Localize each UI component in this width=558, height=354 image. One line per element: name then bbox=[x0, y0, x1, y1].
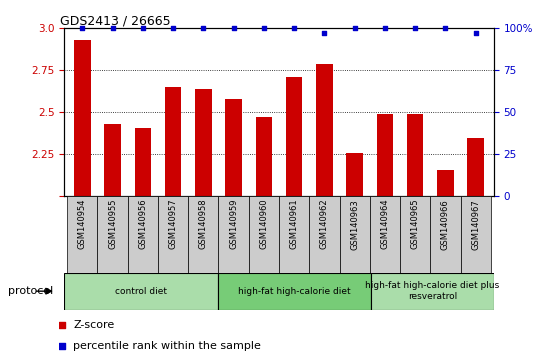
Text: GSM140954: GSM140954 bbox=[78, 199, 87, 249]
Bar bbox=[286, 77, 302, 196]
Bar bbox=[195, 89, 211, 196]
Bar bbox=[249, 196, 279, 273]
Point bbox=[320, 30, 329, 36]
Bar bbox=[437, 170, 454, 196]
Bar bbox=[104, 124, 121, 196]
Point bbox=[138, 25, 147, 31]
Text: GSM140957: GSM140957 bbox=[169, 199, 177, 249]
Bar bbox=[400, 196, 430, 273]
Text: GSM140956: GSM140956 bbox=[138, 199, 147, 249]
Text: percentile rank within the sample: percentile rank within the sample bbox=[73, 341, 261, 352]
Bar bbox=[460, 196, 491, 273]
Point bbox=[199, 25, 208, 31]
Bar bbox=[128, 196, 158, 273]
Point bbox=[471, 30, 480, 36]
Bar bbox=[316, 64, 333, 196]
Bar bbox=[74, 40, 90, 196]
Text: control diet: control diet bbox=[115, 287, 167, 296]
Bar bbox=[165, 87, 181, 196]
Text: GDS2413 / 26665: GDS2413 / 26665 bbox=[60, 14, 171, 27]
Text: GSM140965: GSM140965 bbox=[411, 199, 420, 249]
Point bbox=[78, 25, 87, 31]
Text: GSM140967: GSM140967 bbox=[471, 199, 480, 250]
Point bbox=[229, 25, 238, 31]
Text: GSM140958: GSM140958 bbox=[199, 199, 208, 249]
Text: high-fat high-calorie diet: high-fat high-calorie diet bbox=[238, 287, 350, 296]
Text: protocol: protocol bbox=[8, 286, 54, 296]
Bar bbox=[225, 99, 242, 196]
Bar bbox=[188, 196, 219, 273]
Text: GSM140962: GSM140962 bbox=[320, 199, 329, 249]
Bar bbox=[430, 196, 460, 273]
Bar bbox=[158, 196, 188, 273]
Bar bbox=[256, 118, 272, 196]
Point bbox=[108, 25, 117, 31]
Text: GSM140966: GSM140966 bbox=[441, 199, 450, 250]
Bar bbox=[279, 196, 309, 273]
Text: GSM140955: GSM140955 bbox=[108, 199, 117, 249]
Text: Z-score: Z-score bbox=[73, 320, 114, 330]
Bar bbox=[219, 196, 249, 273]
Point bbox=[411, 25, 420, 31]
Bar bbox=[98, 196, 128, 273]
Text: high-fat high-calorie diet plus
resveratrol: high-fat high-calorie diet plus resverat… bbox=[365, 281, 499, 301]
Bar bbox=[377, 114, 393, 196]
Bar bbox=[67, 196, 98, 273]
Bar bbox=[468, 138, 484, 196]
Bar bbox=[64, 273, 218, 310]
Point bbox=[441, 25, 450, 31]
Point bbox=[58, 344, 67, 349]
Bar bbox=[339, 196, 370, 273]
Bar bbox=[370, 196, 400, 273]
Point bbox=[381, 25, 389, 31]
Text: GSM140964: GSM140964 bbox=[381, 199, 389, 249]
Text: GSM140960: GSM140960 bbox=[259, 199, 268, 249]
Bar bbox=[371, 273, 494, 310]
Point bbox=[58, 322, 67, 328]
Text: GSM140959: GSM140959 bbox=[229, 199, 238, 249]
Text: GSM140963: GSM140963 bbox=[350, 199, 359, 250]
Bar bbox=[218, 273, 371, 310]
Bar bbox=[407, 114, 424, 196]
Bar bbox=[347, 153, 363, 196]
Point bbox=[259, 25, 268, 31]
Point bbox=[290, 25, 299, 31]
Point bbox=[350, 25, 359, 31]
Text: GSM140961: GSM140961 bbox=[290, 199, 299, 249]
Bar bbox=[309, 196, 339, 273]
Bar bbox=[134, 127, 151, 196]
Point bbox=[169, 25, 177, 31]
